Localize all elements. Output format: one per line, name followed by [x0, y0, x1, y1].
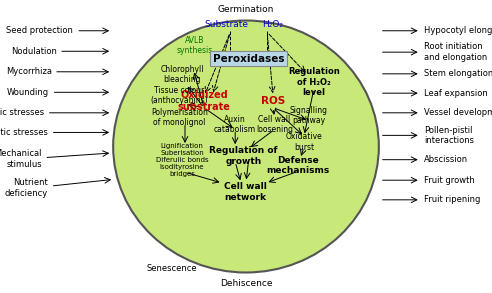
Text: Germination: Germination [218, 5, 274, 14]
Text: Root initiation
and elongation: Root initiation and elongation [424, 42, 488, 62]
Text: Cell wall
loosening: Cell wall loosening [256, 115, 293, 134]
Ellipse shape [113, 21, 379, 272]
Text: Oxidized
substrate: Oxidized substrate [178, 90, 231, 112]
Text: Abiotic stresses: Abiotic stresses [0, 108, 44, 117]
Text: Nodulation: Nodulation [11, 47, 57, 56]
Text: Lignification
Suberisation
Diferulic bonds
Isodityrosine
bridges: Lignification Suberisation Diferulic bon… [156, 143, 208, 177]
Text: Abscission: Abscission [424, 155, 468, 164]
Text: Leaf expansion: Leaf expansion [424, 89, 488, 98]
Text: Vessel development: Vessel development [424, 108, 492, 117]
Text: Mechanical
stimulus: Mechanical stimulus [0, 149, 42, 168]
Text: Hypocotyl elongation: Hypocotyl elongation [424, 26, 492, 35]
Text: H₂O₂: H₂O₂ [263, 21, 283, 29]
Text: ROS: ROS [261, 96, 285, 106]
Text: Fruit growth: Fruit growth [424, 176, 475, 185]
Text: Stem elongation: Stem elongation [424, 69, 492, 78]
Text: Defense
mechanisms: Defense mechanisms [266, 156, 329, 175]
Text: Wounding: Wounding [7, 88, 49, 97]
Text: Regulation of
growth: Regulation of growth [209, 146, 278, 166]
Text: Polymerisation
of monolignol: Polymerisation of monolignol [151, 108, 208, 127]
Text: Tissue colour
(anthocyanins): Tissue colour (anthocyanins) [151, 86, 209, 105]
Text: Pollen-pistil
interactions: Pollen-pistil interactions [424, 126, 474, 145]
Text: Mycorrhiza: Mycorrhiza [6, 67, 52, 76]
Text: Senescence: Senescence [147, 264, 197, 272]
Text: Regulation
of H₂O₂
level: Regulation of H₂O₂ level [288, 67, 340, 97]
Text: Biotic stresses: Biotic stresses [0, 128, 48, 137]
Text: Signalling
pathway: Signalling pathway [290, 106, 328, 125]
Text: Substrate: Substrate [204, 21, 248, 29]
Text: AVLB
synthesis: AVLB synthesis [176, 36, 213, 55]
Text: Cell wall
network: Cell wall network [223, 182, 267, 202]
Text: Chlorophyll
bleaching: Chlorophyll bleaching [160, 65, 204, 84]
Text: Peroxidases: Peroxidases [213, 54, 284, 64]
Text: Auxin
catabolism: Auxin catabolism [214, 115, 256, 134]
Text: Dehiscence: Dehiscence [220, 279, 272, 288]
Text: Nutrient
deficiency: Nutrient deficiency [5, 178, 48, 198]
Text: Oxidative
burst: Oxidative burst [286, 132, 322, 152]
Text: Fruit ripening: Fruit ripening [424, 195, 481, 204]
Text: Seed protection: Seed protection [6, 26, 73, 35]
